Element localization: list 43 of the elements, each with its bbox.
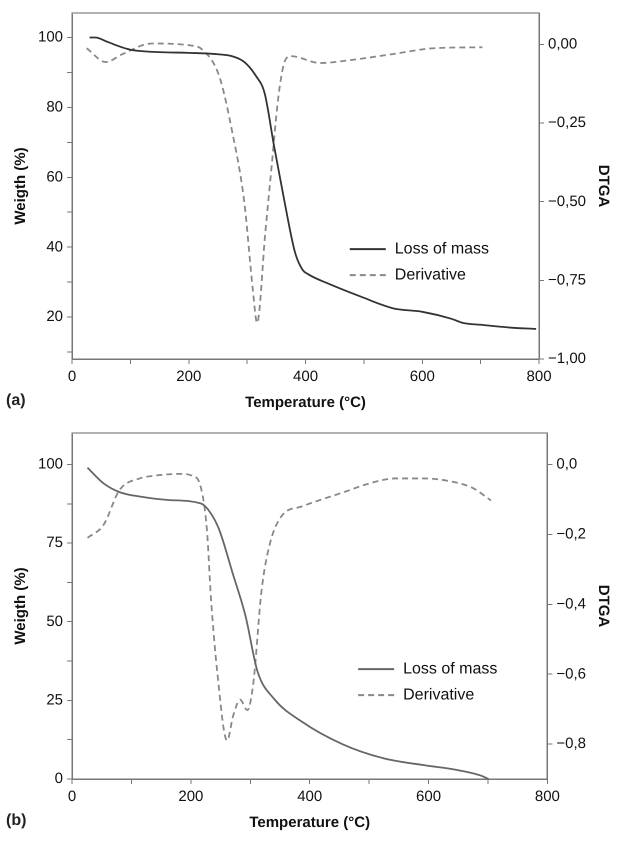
legend-label: Loss of mass bbox=[394, 240, 490, 258]
x-tick-label: 400 bbox=[293, 368, 318, 386]
x-axis-title: Temperature (°C) bbox=[245, 394, 366, 412]
y-axis-title: Weigth (%) bbox=[12, 147, 30, 225]
x-axis-title: Temperature (°C) bbox=[249, 814, 370, 832]
y-tick-label: 50 bbox=[46, 612, 64, 630]
y2-tick-label: −0,4 bbox=[556, 595, 586, 612]
y2-tick-label: 0,00 bbox=[548, 36, 578, 53]
y2-axis-title: DTGA bbox=[594, 164, 612, 208]
legend-label: Loss of mass bbox=[403, 660, 498, 678]
y2-tick-label: −0,25 bbox=[548, 114, 586, 132]
y-tick-label: 100 bbox=[38, 456, 64, 473]
y-tick-label: 25 bbox=[46, 692, 64, 709]
x-tick-label: 200 bbox=[178, 788, 204, 806]
x-tick-label: 800 bbox=[526, 368, 552, 386]
y2-tick-label: −1,00 bbox=[548, 350, 586, 368]
y-tick-label: 75 bbox=[46, 534, 64, 552]
y2-axis-title: DTGA bbox=[594, 584, 612, 628]
y-tick-label: 80 bbox=[46, 98, 64, 116]
x-tick-label: 0 bbox=[68, 788, 76, 806]
y2-tick-label: −0,2 bbox=[556, 525, 586, 542]
x-tick-label: 800 bbox=[534, 788, 560, 806]
y2-tick-label: −0,50 bbox=[548, 192, 586, 210]
y2-tick-label: −0,6 bbox=[556, 665, 586, 682]
y-tick-label: 100 bbox=[38, 28, 64, 46]
text: (b) bbox=[6, 812, 26, 830]
y2-tick-label: −0,8 bbox=[556, 735, 586, 752]
y2-tick-label: 0,0 bbox=[556, 456, 578, 473]
x-tick-label: 400 bbox=[297, 788, 322, 806]
x-tick-label: 600 bbox=[416, 788, 442, 806]
text: (a) bbox=[6, 392, 26, 410]
x-tick-label: 200 bbox=[176, 368, 202, 386]
legend-label: Derivative bbox=[394, 266, 466, 284]
legend-label: Derivative bbox=[403, 686, 474, 704]
y2-tick-label: −0,75 bbox=[548, 272, 586, 289]
y-tick-label: 20 bbox=[46, 308, 64, 326]
y-axis-title: Weigth (%) bbox=[12, 567, 30, 645]
x-tick-label: 600 bbox=[410, 368, 435, 386]
y-tick-label: 0 bbox=[54, 770, 64, 788]
line-series bbox=[88, 36, 538, 330]
y-tick-label: 60 bbox=[46, 168, 64, 186]
y-tick-label: 40 bbox=[46, 238, 64, 256]
x-tick-label: 0 bbox=[68, 368, 76, 386]
